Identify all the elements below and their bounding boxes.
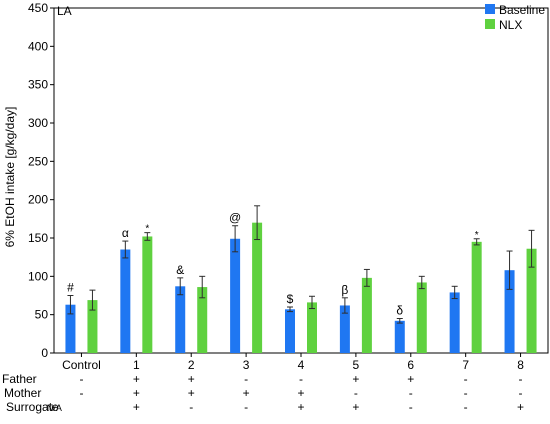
genotype-table: Father - + + - - + + - -Mother - + + + + - - - -SurrogateN… bbox=[2, 372, 524, 414]
genotype-cell: + bbox=[133, 400, 140, 414]
bar-baseline bbox=[120, 249, 131, 353]
bar-nlx bbox=[252, 222, 263, 353]
legend-label-nlx: NLX bbox=[499, 18, 522, 32]
bar-nlx bbox=[307, 302, 317, 353]
panel-label: LA bbox=[57, 4, 72, 18]
x-axis: Control 1 2 3 4 5 6 7 8 bbox=[62, 353, 524, 372]
legend-label-baseline: Baseline bbox=[499, 3, 545, 17]
significance-marker: # bbox=[67, 281, 74, 295]
genotype-cell: - bbox=[79, 386, 83, 400]
bar-baseline bbox=[65, 304, 76, 353]
legend-swatch-nlx bbox=[485, 19, 495, 29]
bar-annotations: # α & @ $ β δ * * bbox=[67, 211, 479, 318]
genotype-cell: - bbox=[464, 386, 468, 400]
genotype-cell: + bbox=[297, 400, 304, 414]
bar-nlx bbox=[471, 241, 482, 353]
genotype-row-label-father: Father bbox=[2, 372, 37, 386]
x-tick-label: 1 bbox=[133, 358, 140, 372]
genotype-row-label-mother: Mother bbox=[4, 386, 41, 400]
bar-nlx bbox=[361, 277, 372, 353]
bar-baseline bbox=[285, 309, 295, 353]
bar-baseline bbox=[230, 238, 241, 353]
genotype-cell: + bbox=[297, 386, 304, 400]
significance-marker: δ bbox=[396, 304, 403, 318]
y-tick-label: 350 bbox=[28, 78, 48, 92]
significance-marker: β bbox=[341, 283, 348, 297]
genotype-cell: - bbox=[299, 372, 303, 386]
bar-nlx bbox=[142, 236, 153, 353]
significance-marker: @ bbox=[229, 211, 241, 225]
x-tick-label: 3 bbox=[243, 358, 250, 372]
genotype-cell: - bbox=[244, 400, 248, 414]
significance-marker: * bbox=[475, 230, 479, 241]
x-tick-label: 7 bbox=[462, 358, 469, 372]
x-tick-label: 4 bbox=[298, 358, 305, 372]
y-axis: 0 50 100 150 200 250 300 350 400 450 bbox=[28, 1, 549, 360]
genotype-cell: - bbox=[354, 386, 358, 400]
y-tick-label: 150 bbox=[28, 231, 48, 245]
bar-baseline bbox=[339, 305, 350, 353]
genotype-cell: + bbox=[188, 372, 195, 386]
y-tick-label: 200 bbox=[28, 193, 48, 207]
genotype-cell: - bbox=[409, 400, 413, 414]
y-tick-label: 400 bbox=[28, 39, 48, 53]
x-tick-label: Control bbox=[62, 358, 101, 372]
bar-nlx bbox=[87, 300, 98, 353]
genotype-cell: + bbox=[517, 400, 524, 414]
genotype-cell: + bbox=[188, 386, 195, 400]
genotype-cell: N/A bbox=[47, 403, 62, 413]
legend-swatch-baseline bbox=[485, 4, 495, 14]
bar-baseline bbox=[449, 292, 460, 353]
genotype-row-label-surrogate: Surrogate bbox=[6, 400, 59, 414]
x-tick-label: 2 bbox=[188, 358, 195, 372]
significance-marker: α bbox=[122, 226, 129, 240]
genotype-cell: - bbox=[464, 372, 468, 386]
genotype-cell: + bbox=[352, 400, 359, 414]
genotype-cell: - bbox=[79, 372, 83, 386]
significance-marker: & bbox=[176, 263, 184, 277]
bar-baseline bbox=[504, 270, 515, 353]
bar-baseline bbox=[175, 286, 186, 353]
genotype-cell: - bbox=[244, 372, 248, 386]
genotype-cell: - bbox=[519, 372, 523, 386]
y-axis-label: 6% EtOH intake [g/kg/day] bbox=[3, 107, 17, 248]
significance-marker: $ bbox=[287, 292, 294, 306]
x-tick-label: 5 bbox=[353, 358, 360, 372]
significance-marker: * bbox=[145, 224, 149, 235]
bar-nlx bbox=[416, 282, 427, 353]
genotype-cell: - bbox=[519, 386, 523, 400]
genotype-cell: + bbox=[407, 372, 414, 386]
y-tick-label: 450 bbox=[28, 1, 48, 15]
genotype-cell: - bbox=[464, 400, 468, 414]
x-tick-label: 8 bbox=[517, 358, 524, 372]
genotype-cell: + bbox=[352, 372, 359, 386]
genotype-cell: + bbox=[243, 386, 250, 400]
y-tick-label: 0 bbox=[41, 346, 48, 360]
genotype-cell: + bbox=[133, 372, 140, 386]
bar-baseline bbox=[394, 320, 405, 353]
genotype-cell: - bbox=[189, 400, 193, 414]
genotype-cell: + bbox=[133, 386, 140, 400]
bars bbox=[65, 205, 537, 353]
y-tick-label: 50 bbox=[35, 308, 49, 322]
genotype-cell: - bbox=[409, 386, 413, 400]
y-tick-label: 100 bbox=[28, 269, 48, 283]
bar-nlx bbox=[526, 248, 537, 353]
y-tick-label: 300 bbox=[28, 116, 48, 130]
x-tick-label: 6 bbox=[407, 358, 414, 372]
y-tick-label: 250 bbox=[28, 154, 48, 168]
bar-nlx bbox=[197, 287, 208, 353]
